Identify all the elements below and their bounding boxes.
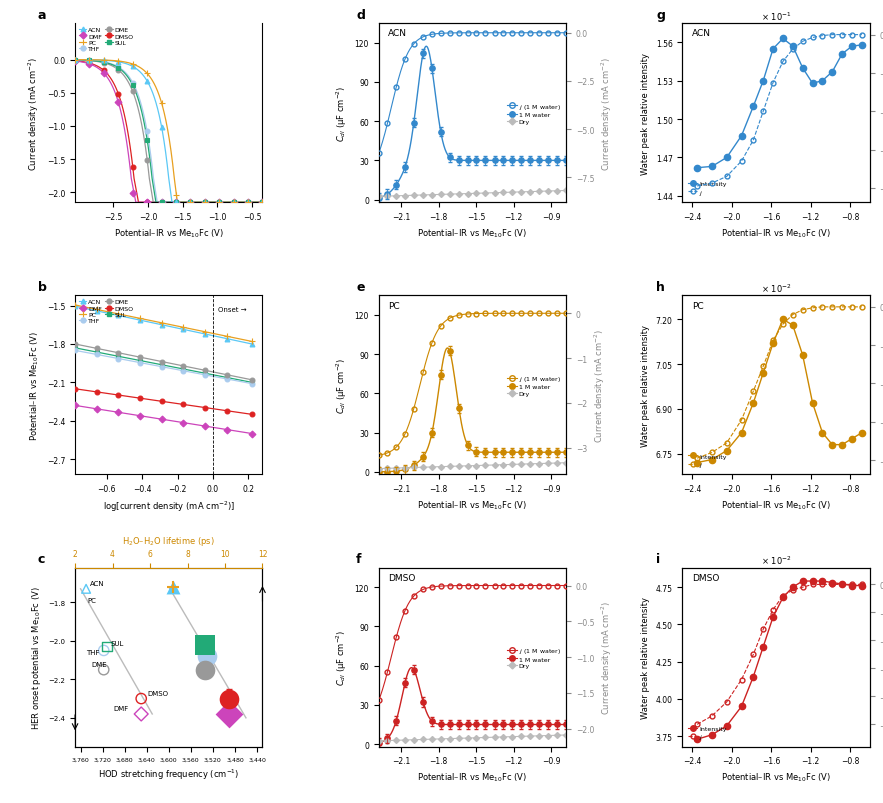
- Point: [198, 663, 212, 676]
- Y-axis label: Potential–IR vs Me$_{10}$Fc (V): Potential–IR vs Me$_{10}$Fc (V): [29, 331, 42, 440]
- Text: ACN: ACN: [691, 30, 711, 39]
- Y-axis label: Current density (mA cm$^{-2}$): Current density (mA cm$^{-2}$): [26, 57, 42, 170]
- Point: [96, 644, 110, 657]
- Text: DMSO: DMSO: [388, 573, 415, 582]
- Y-axis label: HER onset potential vs Me$_{10}$Fc (V): HER onset potential vs Me$_{10}$Fc (V): [30, 585, 42, 729]
- Text: PC: PC: [388, 301, 400, 310]
- Text: PC: PC: [87, 597, 96, 604]
- Text: DMSO: DMSO: [691, 573, 719, 582]
- X-axis label: log[current density (mA cm$^{-2}$)]: log[current density (mA cm$^{-2}$)]: [102, 499, 235, 513]
- Text: SUL: SUL: [110, 640, 124, 646]
- Legend: $j$ (1 M water), 1 M water, Dry: $j$ (1 M water), 1 M water, Dry: [505, 100, 563, 127]
- Y-axis label: $C_{dl}$ (μF cm$^{-2}$): $C_{dl}$ (μF cm$^{-2}$): [335, 629, 349, 686]
- Text: × 10$^{-2}$: × 10$^{-2}$: [761, 282, 791, 295]
- Point: [80, 581, 94, 593]
- Point: [134, 692, 148, 705]
- X-axis label: Potential–IR vs Me$_{10}$Fc (V): Potential–IR vs Me$_{10}$Fc (V): [418, 771, 527, 784]
- Point: [223, 692, 237, 705]
- Point: [166, 581, 180, 593]
- Text: ACN: ACN: [388, 30, 407, 39]
- Text: × 10$^{-2}$: × 10$^{-2}$: [761, 554, 791, 566]
- Point: [200, 650, 215, 662]
- Point: [223, 707, 237, 720]
- Text: DME: DME: [92, 661, 107, 667]
- Text: Onset →: Onset →: [218, 307, 247, 313]
- Y-axis label: $C_{dl}$ (μF cm$^{-2}$): $C_{dl}$ (μF cm$^{-2}$): [335, 357, 349, 414]
- Legend: Intensity, $j$: Intensity, $j$: [685, 723, 729, 744]
- Text: THF: THF: [87, 650, 100, 655]
- Text: h: h: [656, 280, 665, 294]
- Point: [96, 663, 110, 676]
- Legend: $j$ (1 M water), 1 M water, Dry: $j$ (1 M water), 1 M water, Dry: [505, 644, 563, 671]
- X-axis label: Potential–IR vs Me$_{10}$Fc (V): Potential–IR vs Me$_{10}$Fc (V): [418, 499, 527, 512]
- Text: i: i: [656, 552, 660, 565]
- X-axis label: HOD stretching frequency (cm$^{-1}$): HOD stretching frequency (cm$^{-1}$): [98, 767, 239, 781]
- Text: c: c: [38, 552, 45, 565]
- Legend: Intensity, $j$: Intensity, $j$: [685, 451, 729, 471]
- Point: [198, 638, 212, 651]
- X-axis label: Potential–IR vs Me$_{10}$Fc (V): Potential–IR vs Me$_{10}$Fc (V): [418, 227, 527, 240]
- Y-axis label: $C_{dl}$ (μF cm$^{-2}$): $C_{dl}$ (μF cm$^{-2}$): [335, 85, 349, 142]
- Y-axis label: Current density (mA cm$^{-2}$): Current density (mA cm$^{-2}$): [592, 328, 607, 442]
- Y-axis label: Current density (mA cm$^{-2}$): Current density (mA cm$^{-2}$): [600, 57, 615, 170]
- Y-axis label: Water peak relative intensity: Water peak relative intensity: [641, 597, 650, 718]
- Text: × 10$^{-1}$: × 10$^{-1}$: [761, 10, 791, 22]
- X-axis label: Potential–IR vs Me$_{10}$Fc (V): Potential–IR vs Me$_{10}$Fc (V): [721, 499, 831, 512]
- Text: ACN: ACN: [90, 581, 104, 586]
- Y-axis label: Water peak relative intensity: Water peak relative intensity: [641, 324, 650, 446]
- Text: f: f: [356, 552, 362, 565]
- Legend: Intensity, $j$: Intensity, $j$: [685, 179, 729, 200]
- Text: DMSO: DMSO: [147, 690, 169, 696]
- X-axis label: H$_2$O–H$_2$O lifetime (ps): H$_2$O–H$_2$O lifetime (ps): [123, 535, 215, 548]
- Legend: ACN, DMF, PC, THF, DME, DMSO, SUL: ACN, DMF, PC, THF, DME, DMSO, SUL: [79, 27, 134, 53]
- Point: [198, 654, 212, 666]
- X-axis label: Potential–IR vs Me$_{10}$Fc (V): Potential–IR vs Me$_{10}$Fc (V): [114, 227, 223, 240]
- X-axis label: Potential–IR vs Me$_{10}$Fc (V): Potential–IR vs Me$_{10}$Fc (V): [721, 771, 831, 784]
- Text: e: e: [356, 280, 365, 294]
- X-axis label: Potential–IR vs Me$_{10}$Fc (V): Potential–IR vs Me$_{10}$Fc (V): [721, 227, 831, 240]
- Text: a: a: [38, 9, 46, 22]
- Text: PC: PC: [691, 301, 704, 310]
- Text: g: g: [656, 9, 665, 22]
- Point: [134, 707, 148, 720]
- Text: d: d: [356, 9, 365, 22]
- Text: b: b: [38, 280, 47, 294]
- Point: [100, 640, 114, 653]
- Text: DMF: DMF: [114, 705, 129, 711]
- Y-axis label: Current density (mA cm$^{-2}$): Current density (mA cm$^{-2}$): [600, 601, 615, 714]
- Point: [166, 581, 180, 593]
- Point: [79, 583, 93, 596]
- Y-axis label: Water peak relative intensity: Water peak relative intensity: [641, 53, 650, 174]
- Legend: $j$ (1 M water), 1 M water, Dry: $j$ (1 M water), 1 M water, Dry: [505, 372, 563, 399]
- Legend: ACN, DMF, PC, THF, DME, DMSO, SUL: ACN, DMF, PC, THF, DME, DMSO, SUL: [79, 300, 134, 324]
